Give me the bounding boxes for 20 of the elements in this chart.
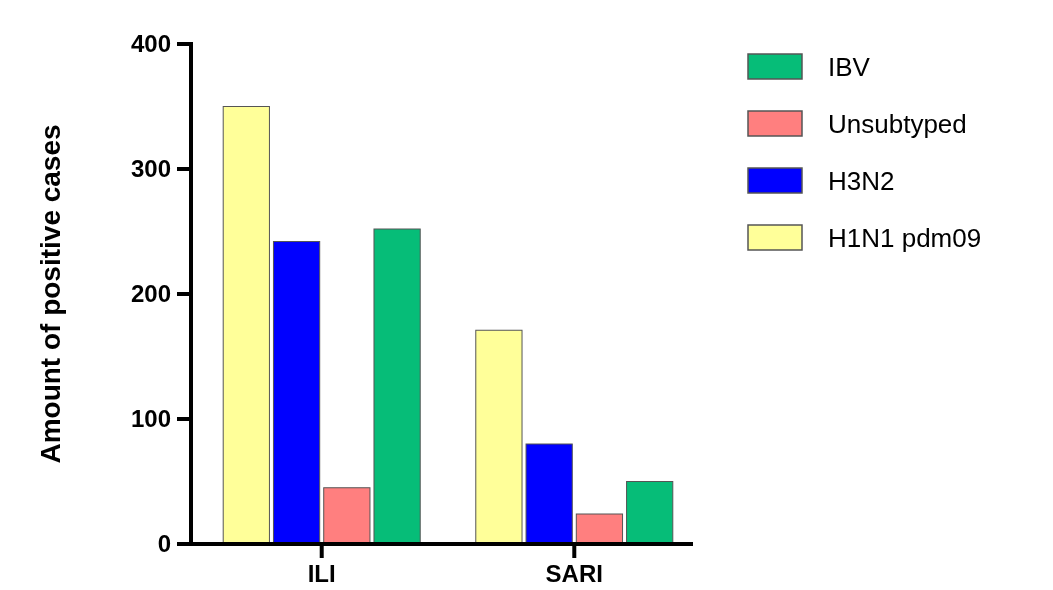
bar (222, 106, 270, 545)
bar (272, 241, 321, 545)
y-axis-title: Amount of positive cases (35, 124, 66, 464)
y-tick-label: 200 (130, 280, 171, 308)
legend-label: H1N1 pdm09 (828, 223, 982, 254)
bar (323, 487, 371, 545)
x-tick-label: SARI (545, 560, 603, 587)
legend-label: IBV (828, 52, 871, 83)
bar (575, 513, 624, 545)
bar (475, 329, 523, 545)
y-tick-label: 100 (130, 405, 171, 433)
bar (373, 228, 421, 545)
bar (525, 443, 573, 545)
y-tick-label: 400 (130, 30, 171, 58)
legend-label: H3N2 (828, 166, 895, 197)
bar (626, 481, 674, 545)
y-tick-label: 0 (157, 530, 171, 558)
legend-label: Unsubtyped (828, 109, 967, 140)
y-tick-label: 300 (130, 155, 171, 183)
x-tick-label: ILI (307, 560, 336, 587)
